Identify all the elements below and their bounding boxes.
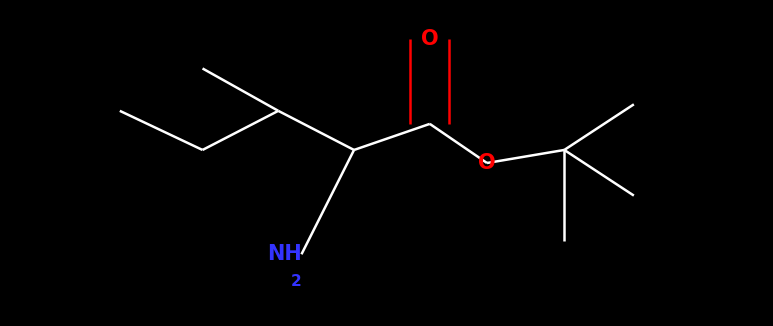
Text: NH: NH	[267, 244, 301, 264]
Text: O: O	[421, 29, 438, 49]
Text: O: O	[478, 153, 495, 173]
Text: 2: 2	[291, 274, 301, 289]
